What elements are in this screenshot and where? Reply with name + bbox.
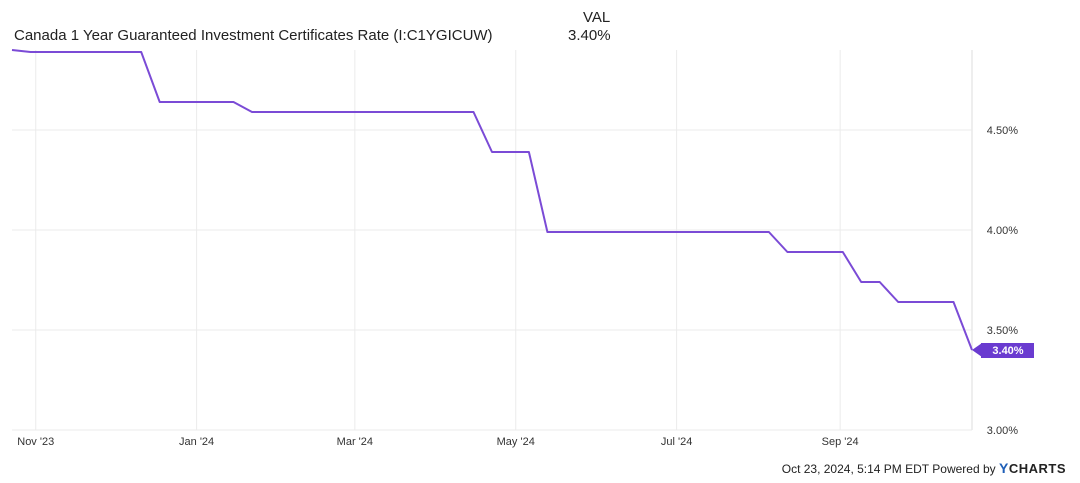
chart-grid xyxy=(12,50,973,431)
y-tick-label: 3.50% xyxy=(987,325,1018,337)
legend-series-name[interactable]: Canada 1 Year Guaranteed Investment Cert… xyxy=(14,27,493,44)
footer-timestamp: Oct 23, 2024, 5:14 PM EDT xyxy=(781,462,929,476)
x-tick-label: Jul '24 xyxy=(661,436,692,448)
x-tick-label: Sep '24 xyxy=(822,436,859,448)
series-line xyxy=(11,49,973,351)
x-tick-label: Mar '24 xyxy=(337,436,373,448)
legend-column-header: VAL xyxy=(583,9,611,26)
last-value-badge xyxy=(981,343,1034,358)
y-axis: 3.00% 3.50% 4.00% 4.50% xyxy=(987,125,1018,437)
y-tick-label: 4.00% xyxy=(987,225,1018,237)
x-tick-label: May '24 xyxy=(497,436,535,448)
chart-footer: Oct 23, 2024, 5:14 PM EDT Powered by YCH… xyxy=(782,460,1066,476)
last-value-marker: 3.40% xyxy=(972,343,1034,358)
footer-powered-by: Powered by xyxy=(932,462,996,476)
last-value-pointer xyxy=(972,343,982,357)
x-tick-label: Nov '23 xyxy=(17,436,54,448)
x-axis: Nov '23 Jan '24 Mar '24 May '24 Jul '24 Sep '… xyxy=(17,436,858,448)
legend-series-value: 3.40% xyxy=(568,27,611,44)
series-layer xyxy=(11,49,973,351)
y-tick-label: 4.50% xyxy=(987,125,1018,137)
x-tick-label: Jan '24 xyxy=(179,436,214,448)
y-tick-label: 3.00% xyxy=(987,425,1018,437)
last-value-label: 3.40% xyxy=(992,345,1023,357)
ycharts-logo[interactable]: YCHARTS xyxy=(998,460,1066,476)
chart-legend: VAL Canada 1 Year Guaranteed Investment … xyxy=(0,0,1080,50)
